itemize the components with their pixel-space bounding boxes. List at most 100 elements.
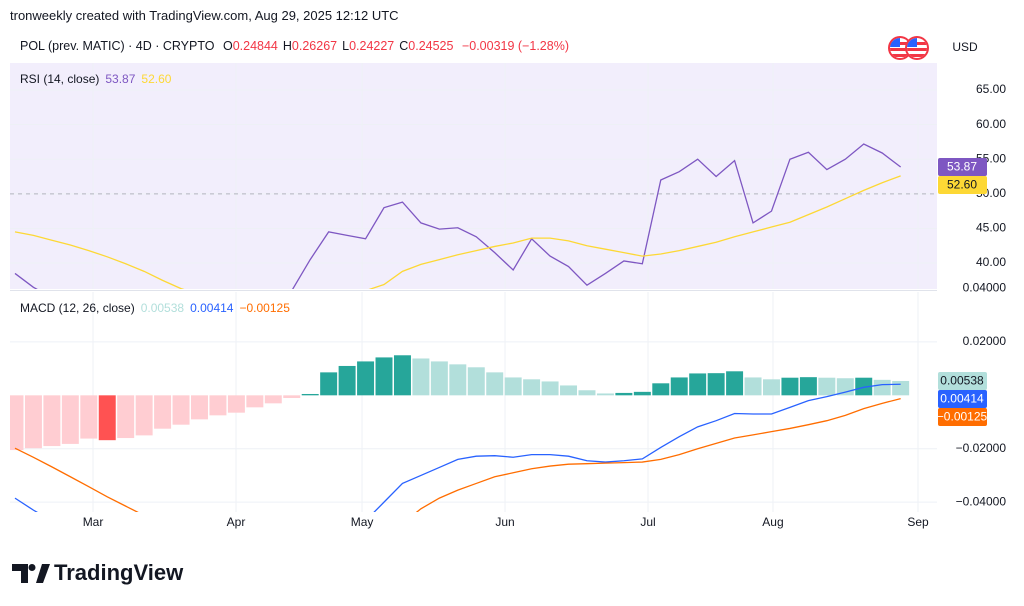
y-tick-label: 60.00 <box>976 117 1006 131</box>
scale-badge-label: 53.87 <box>947 160 977 174</box>
histogram-bar <box>560 385 578 396</box>
ohlc-key: H <box>282 39 292 53</box>
histogram-bar <box>227 395 245 413</box>
histogram-bar <box>172 395 190 425</box>
histogram-bar <box>578 390 596 396</box>
histogram-bar <box>633 391 651 396</box>
y-tick-label: 0.04000 <box>963 281 1007 295</box>
scale-badge <box>938 407 987 426</box>
scale-badge-label: −0.00125 <box>937 410 988 424</box>
scale-badge <box>938 176 987 195</box>
histogram-bar <box>596 393 614 396</box>
currency-button[interactable]: USD <box>952 40 978 54</box>
scale-badge-label: 52.60 <box>947 178 977 192</box>
histogram-bar <box>135 395 153 436</box>
scale-badge-label: 0.00538 <box>940 374 984 388</box>
y-tick-label: 45.00 <box>976 221 1006 235</box>
x-tick-label: Jun <box>495 515 514 529</box>
histogram-bar <box>24 395 42 449</box>
histogram-bar <box>726 371 744 396</box>
histogram-bar <box>873 379 891 396</box>
scale-badge <box>938 158 987 177</box>
change: −0.00319 (−1.28%) <box>461 39 569 53</box>
histogram-bar <box>707 373 725 396</box>
y-tick-label: 0.02000 <box>963 334 1007 348</box>
panel <box>10 63 937 289</box>
panel <box>10 292 937 512</box>
histogram-bar <box>430 361 448 396</box>
series-line <box>14 383 901 512</box>
histogram-bar <box>191 395 208 420</box>
indicator-title: MACD (12, 26, close) <box>20 301 135 315</box>
series-line <box>14 398 901 512</box>
symbol-legend: POL (prev. MATIC) · 4D · CRYPTO O0.24844… <box>20 39 569 53</box>
indicator-legend: RSI (14, close) 53.87 52.60 <box>20 72 172 86</box>
histogram-bar <box>338 365 356 396</box>
legend-value: −0.00125 <box>239 301 290 315</box>
ohlc-value: 0.24844 <box>232 39 278 53</box>
ohlc-item: O0.24844 <box>223 39 278 53</box>
y-tick-label: 40.00 <box>976 255 1006 269</box>
x-tick-label: Mar <box>83 515 104 529</box>
logo-text: TradingView <box>54 560 184 585</box>
histogram-bar <box>744 377 762 396</box>
histogram-bar <box>10 395 24 451</box>
ohlc-value: 0.24525 <box>408 39 454 53</box>
ohlc-key: C <box>399 39 409 53</box>
x-tick-label: Aug <box>762 515 783 529</box>
scale-badge <box>938 389 987 408</box>
flag-icon <box>888 36 929 60</box>
logo: TradingView <box>12 560 184 585</box>
x-tick-label: Apr <box>227 515 246 529</box>
series-line <box>14 143 902 289</box>
attribution: tronweekly created with TradingView.com,… <box>10 8 399 23</box>
histogram-bar <box>393 355 411 396</box>
histogram-bar <box>246 395 264 408</box>
histogram-bar <box>320 372 338 396</box>
histogram-bar <box>523 379 541 396</box>
y-tick-label: 65.00 <box>976 82 1006 96</box>
scale-badge <box>938 371 987 390</box>
legend-value: 52.60 <box>141 72 171 86</box>
histogram-bar <box>357 361 375 396</box>
histogram-bar <box>98 395 116 441</box>
ohlc-key: L <box>342 39 350 53</box>
legend-value: 53.87 <box>105 72 135 86</box>
ohlc-item: L0.24227 <box>342 39 394 53</box>
ohlc-item: H0.26267 <box>283 39 337 53</box>
histogram-bar <box>670 377 688 396</box>
legend-value: 0.00414 <box>190 301 234 315</box>
y-tick-label: −0.02000 <box>956 441 1007 455</box>
histogram-bar <box>375 357 393 396</box>
y-tick-label: −0.04000 <box>956 494 1007 508</box>
histogram-bar <box>80 395 98 439</box>
series-line <box>14 175 901 289</box>
histogram-bar <box>892 380 910 396</box>
histogram-bar <box>209 395 227 416</box>
symbol: POL (prev. MATIC) · 4D · CRYPTO <box>20 39 215 53</box>
histogram-bar <box>818 377 836 396</box>
scale-badge-label: 0.00414 <box>940 392 984 406</box>
ohlc-value: 0.26267 <box>291 39 338 53</box>
legend-value: 0.00538 <box>141 301 185 315</box>
histogram-bar <box>449 364 467 396</box>
histogram-bar <box>763 379 780 396</box>
histogram-bar <box>412 358 430 396</box>
histogram-bar <box>264 395 282 404</box>
histogram-bar <box>283 395 301 398</box>
histogram-bar <box>154 395 172 429</box>
histogram-bar <box>541 381 559 396</box>
indicator-legend: MACD (12, 26, close) 0.00538 0.00414 −0.001… <box>20 301 290 315</box>
ohlc-values: O0.24844 H0.26267 L0.24227 C0.24525 <box>218 39 454 53</box>
histogram-bar <box>615 392 633 396</box>
ohlc-key: O <box>222 39 233 53</box>
histogram-bar <box>486 372 504 396</box>
histogram-bar <box>799 377 817 396</box>
histogram-bar <box>652 383 670 396</box>
histogram-bar <box>855 377 873 396</box>
ohlc-value: 0.24227 <box>349 39 395 53</box>
x-tick-label: May <box>351 515 374 529</box>
histogram-bar <box>301 393 319 396</box>
indicator-title: RSI (14, close) <box>20 72 99 86</box>
ohlc-item: C0.24525 <box>399 39 453 53</box>
